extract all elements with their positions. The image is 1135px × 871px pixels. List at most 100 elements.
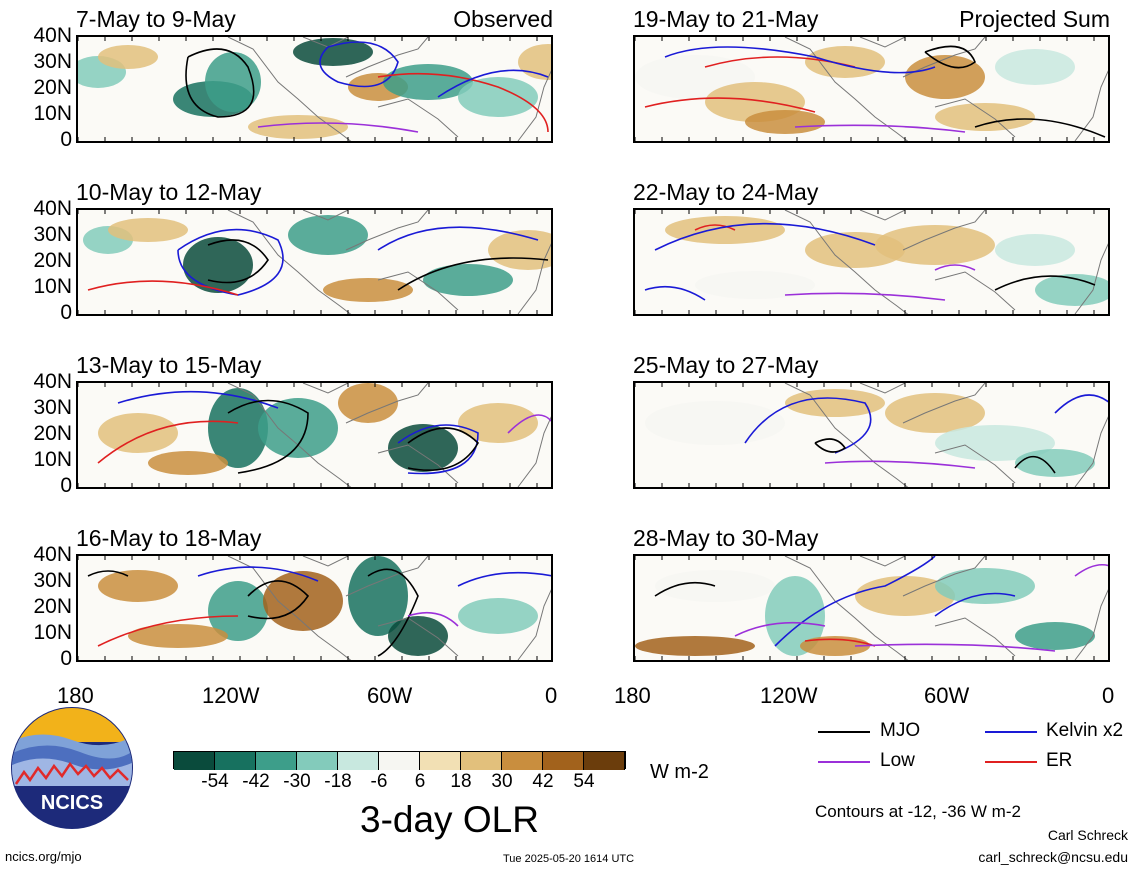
legend-mjo-label: MJO	[880, 720, 921, 741]
olr-anomaly-area	[935, 425, 1055, 461]
olr-field	[635, 383, 1108, 487]
footer-email[interactable]: carl_schreck@ncsu.edu	[978, 849, 1128, 865]
olr-anomaly-area	[148, 451, 228, 475]
panel-title: 7-May to 9-May	[76, 6, 236, 32]
lat-label: 40N	[33, 24, 72, 47]
lat-label: 40N	[33, 197, 72, 220]
olr-anomaly-area	[458, 77, 538, 117]
olr-anomaly-area	[995, 234, 1075, 266]
wave-contour	[694, 224, 736, 231]
olr-anomaly-area	[205, 52, 261, 112]
wave-contour	[744, 397, 872, 454]
coastline	[227, 556, 551, 660]
olr-anomaly-area	[695, 271, 815, 299]
olr-anomaly-area	[855, 576, 955, 616]
wave-contour	[934, 592, 1016, 617]
olr-field	[78, 210, 551, 314]
lon-label-60w-left: 60W	[367, 683, 413, 708]
wave-contour	[247, 580, 310, 620]
footer-url[interactable]: ncics.org/mjo	[5, 849, 82, 864]
olr-anomaly-area	[323, 278, 413, 302]
olr-anomaly-area	[635, 636, 755, 656]
olr-anomaly-area	[183, 237, 253, 293]
olr-anomaly-area	[995, 49, 1075, 85]
olr-anomaly-area	[383, 64, 473, 100]
colorbar-swatch	[174, 752, 215, 770]
legend-er-line	[985, 761, 1037, 763]
wave-contour	[1054, 394, 1108, 414]
olr-map-panel	[633, 554, 1110, 662]
wave-contour	[257, 122, 419, 133]
lat-label: 20N	[33, 595, 72, 618]
panel-tag: Observed	[453, 6, 553, 32]
olr-anomaly-area	[338, 383, 398, 423]
colorbar-swatch	[338, 752, 379, 770]
ncics-logo: NCICS	[10, 706, 134, 830]
wave-contour	[1014, 455, 1056, 474]
wave-contour	[974, 118, 1106, 138]
wave-contour	[407, 611, 459, 627]
olr-anomaly-area	[423, 264, 513, 296]
colorbar-title: 3-day OLR	[360, 799, 539, 840]
coastline	[227, 210, 551, 314]
olr-field	[78, 37, 551, 141]
legend-er-label: ER	[1046, 750, 1073, 771]
olr-anomaly-area	[208, 388, 268, 468]
lat-label: 0	[60, 474, 72, 497]
olr-field	[78, 556, 551, 660]
olr-anomaly-area	[885, 393, 985, 433]
colorbar-label: -54	[201, 771, 229, 792]
olr-anomaly-area	[98, 45, 158, 69]
olr-anomaly-area	[935, 568, 1035, 604]
panel-title: 22-May to 24-May	[633, 179, 819, 205]
olr-anomaly-area	[875, 225, 995, 265]
wave-contour	[117, 390, 279, 409]
olr-map-panel	[633, 35, 1110, 143]
olr-anomaly-area	[108, 218, 188, 242]
colorbar-label: 6	[414, 771, 426, 792]
wave-contour	[507, 414, 551, 434]
legend-low-line	[818, 761, 870, 763]
colorbar-label: 54	[573, 771, 595, 792]
lat-label: 30N	[33, 569, 72, 592]
colorbar-swatch	[502, 752, 543, 770]
olr-map-panel	[633, 208, 1110, 316]
colorbar-swatch	[420, 752, 461, 770]
wave-contour	[644, 97, 816, 113]
wave-contour	[377, 72, 549, 133]
wave-contour	[854, 643, 1056, 652]
lat-label: 0	[60, 128, 72, 151]
lat-label: 10N	[33, 621, 72, 644]
legend-mjo-line	[818, 731, 870, 733]
wave-contour	[377, 226, 539, 251]
logo-text: NCICS	[41, 792, 103, 814]
colorbar	[173, 751, 626, 770]
colorbar-swatch	[215, 752, 256, 770]
colorbar-label: -18	[324, 771, 352, 792]
olr-anomaly-area	[98, 570, 178, 602]
coastline	[784, 556, 1108, 660]
colorbar-label: -6	[370, 771, 388, 792]
wave-contour	[924, 45, 976, 69]
olr-map-panel	[76, 35, 553, 143]
wave-contour	[994, 275, 1096, 291]
olr-map-panel	[633, 381, 1110, 489]
wave-contour	[934, 264, 976, 271]
lat-label: 10N	[33, 275, 72, 298]
wave-contour	[664, 46, 936, 74]
olr-anomaly-area	[98, 413, 178, 453]
wave-contour	[457, 571, 551, 587]
wave-contour	[227, 399, 309, 474]
olr-anomaly-area	[518, 44, 551, 80]
panel-tag: Projected Sum	[959, 6, 1110, 32]
colorbar-label: -42	[242, 771, 270, 792]
olr-anomaly-area	[805, 46, 885, 78]
olr-anomaly-area	[905, 55, 985, 99]
olr-anomaly-area	[128, 624, 228, 648]
wave-contour	[97, 615, 239, 647]
wave-contour	[367, 568, 419, 657]
olr-field	[78, 383, 551, 487]
lat-label: 40N	[33, 370, 72, 393]
wave-contour	[814, 438, 847, 453]
wave-contour	[794, 124, 966, 133]
